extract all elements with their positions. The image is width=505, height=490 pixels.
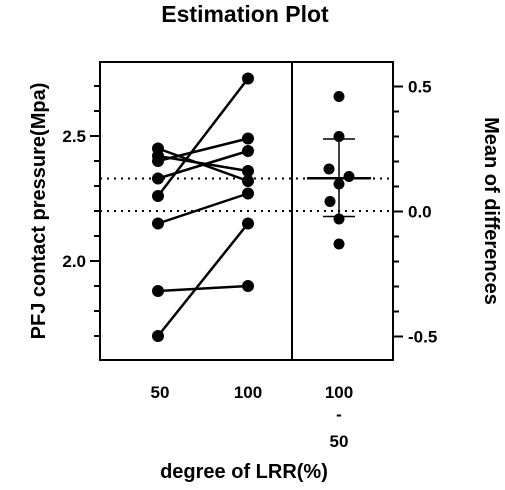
- point-100: [242, 145, 254, 157]
- point-100: [242, 72, 254, 85]
- paired-points: [152, 72, 254, 342]
- right-tick-label: 0.0: [408, 203, 432, 222]
- point-100: [242, 280, 254, 292]
- chart-title: Estimation Plot: [161, 1, 329, 27]
- point-50: [152, 155, 164, 167]
- y-axis-label-left: PFJ contact pressure(Mpa): [28, 83, 50, 340]
- diff-label-line2: -: [336, 405, 342, 424]
- point-100: [242, 187, 254, 200]
- pair-line: [157, 284, 249, 293]
- difference-panel: [307, 91, 371, 250]
- pair-line: [157, 222, 249, 337]
- left-tick-label: 2.0: [62, 252, 86, 271]
- point-50: [152, 330, 164, 342]
- right-tick-label: -0.5: [408, 328, 437, 347]
- difference-point: [333, 91, 345, 102]
- difference-point: [324, 196, 336, 207]
- point-50: [152, 285, 164, 297]
- paired-lines: [157, 77, 249, 337]
- y-axis-label-right: Mean of differences: [480, 117, 502, 305]
- diff-label-line3: 50: [330, 432, 349, 451]
- point-50: [152, 190, 164, 202]
- point-100: [242, 165, 254, 177]
- point-100: [242, 217, 254, 230]
- point-100: [242, 175, 254, 187]
- pair-line: [157, 149, 249, 180]
- right-axis: -0.5 0.0 0.5: [393, 78, 437, 347]
- difference-point: [343, 171, 355, 182]
- point-100: [242, 132, 254, 145]
- left-axis: 2.0 2.5: [62, 85, 100, 337]
- left-tick-label: 2.5: [62, 127, 86, 146]
- x-tick-label-50: 50: [151, 383, 170, 402]
- pair-line: [157, 137, 249, 163]
- right-tick-label: 0.5: [408, 78, 432, 97]
- point-50: [152, 172, 164, 185]
- diff-label-line1: 100: [325, 383, 353, 402]
- pair-line: [157, 77, 249, 197]
- pair-line: [157, 192, 249, 225]
- x-axis-label: degree of LRR(%): [160, 461, 328, 483]
- point-50: [152, 217, 164, 230]
- difference-point: [333, 238, 345, 250]
- x-tick-label-100: 100: [234, 383, 262, 402]
- difference-point: [323, 163, 335, 175]
